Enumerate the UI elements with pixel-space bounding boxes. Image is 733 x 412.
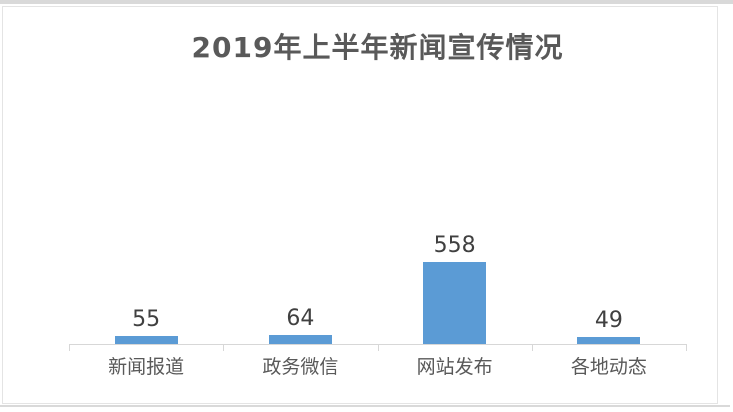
axis-tick-mark	[69, 344, 70, 351]
spreadsheet-bottom-gridline	[0, 405, 730, 407]
bar-3[interactable]	[423, 262, 487, 344]
category-label: 新闻报道	[108, 356, 185, 378]
data-label: 49	[594, 308, 623, 333]
category-label: 政务微信	[262, 356, 339, 378]
category-label: 网站发布	[416, 356, 493, 378]
axis-tick-mark	[223, 344, 225, 351]
spreadsheet-top-gridline	[0, 0, 733, 4]
bar-1[interactable]	[114, 336, 178, 344]
data-label: 64	[286, 306, 315, 331]
bar-2[interactable]	[268, 335, 332, 344]
axis-tick-mark	[377, 344, 379, 351]
axis-tick-mark	[686, 344, 687, 351]
bar-4[interactable]	[577, 337, 641, 344]
data-label: 558	[433, 233, 476, 258]
data-label: 55	[132, 307, 161, 332]
axis-tick-mark	[531, 344, 533, 351]
chart-title: 2019年上半年新闻宣传情况	[191, 31, 564, 64]
category-label: 各地动态	[570, 356, 647, 378]
